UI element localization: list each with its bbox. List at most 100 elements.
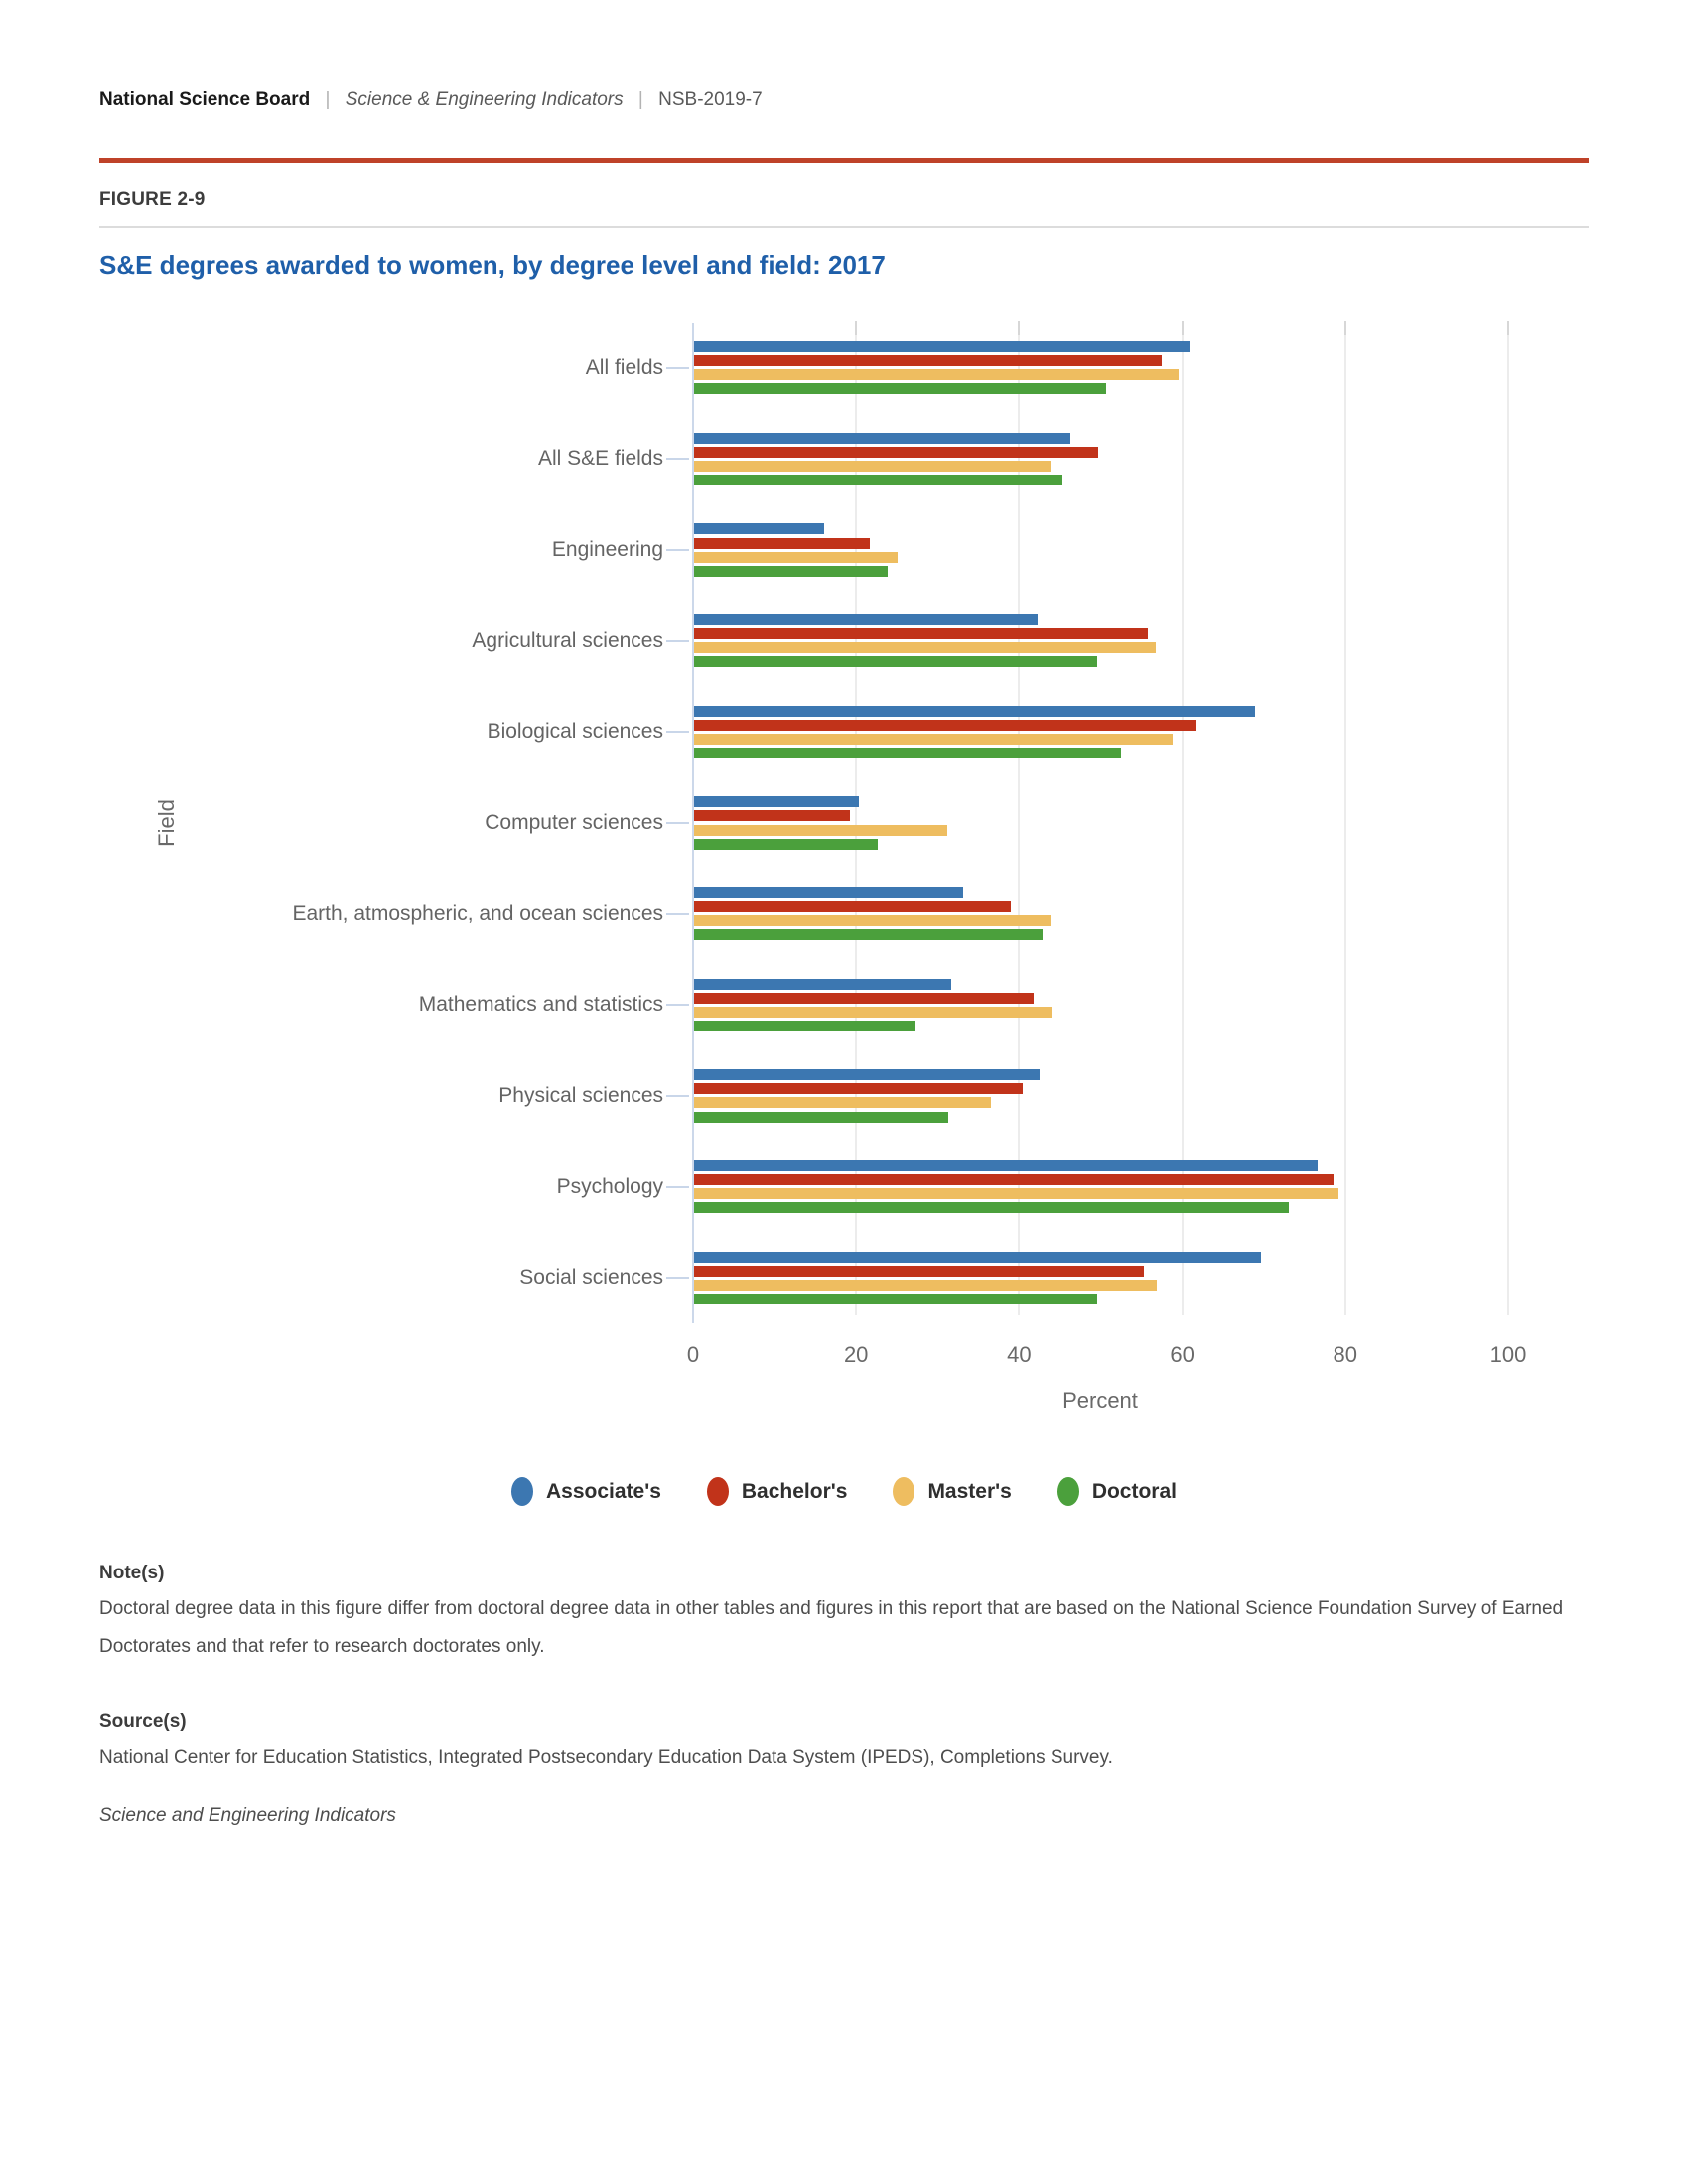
x-tick-label-0: 0 [686,1342,700,1367]
bar-bachelor-s-engineering[interactable] [694,537,870,549]
bar-doctoral-engineering[interactable] [694,565,889,577]
legend-item-doctoral[interactable]: Doctoral [1056,1477,1177,1506]
report-id: NSB-2019-7 [658,89,763,110]
figure-number-label: FIGURE 2-9 [99,189,206,209]
gridline-top-tick-80 [1343,321,1346,335]
bar-associate-s-computer-sciences[interactable] [694,796,859,808]
gridline-top-tick-100 [1507,321,1509,335]
bar-bachelor-s-computer-sciences[interactable] [694,810,850,822]
notes-body: Doctoral degree data in this figure diff… [99,1598,1564,1657]
sources-body: National Center for Education Statistics… [99,1747,1113,1768]
bar-master-s-earth-atmospheric-and-ocean-sciences[interactable] [694,915,1051,927]
category-label-social-sciences: Social sciences [519,1266,663,1290]
category-label-computer-sciences: Computer sciences [485,811,663,835]
bar-associate-s-earth-atmospheric-and-ocean-sciences[interactable] [694,887,963,898]
y-axis-line [692,323,694,1323]
bar-associate-s-physical-sciences[interactable] [694,1069,1041,1081]
x-tick-label-60: 60 [1170,1342,1195,1367]
bar-master-s-psychology[interactable] [694,1188,1338,1200]
gridline-100 [1507,323,1509,1315]
category-tick-all-s-e-fields [666,458,689,461]
bar-associate-s-engineering[interactable] [694,523,824,535]
legend-dot-bachelor-s-icon [706,1477,729,1506]
legend-item-associate-s[interactable]: Associate's [511,1477,661,1506]
bar-bachelor-s-physical-sciences[interactable] [694,1083,1023,1095]
brand-name: National Science Board [99,89,311,110]
bar-associate-s-all-fields[interactable] [694,341,1191,353]
bar-master-s-biological-sciences[interactable] [694,733,1173,745]
category-tick-mathematics-and-statistics [666,1004,689,1007]
x-tick-label-100: 100 [1489,1342,1527,1367]
bar-doctoral-agricultural-sciences[interactable] [694,656,1098,668]
gridline-top-tick-60 [1181,321,1184,335]
bar-doctoral-physical-sciences[interactable] [694,1111,949,1123]
figure-title: S&E degrees awarded to women, by degree … [99,250,886,280]
bar-master-s-all-fields[interactable] [694,369,1179,381]
legend-label-doctoral: Doctoral [1091,1479,1177,1503]
category-label-mathematics-and-statistics: Mathematics and statistics [418,993,663,1017]
legend-label-master-s: Master's [927,1479,1012,1503]
bar-associate-s-mathematics-and-statistics[interactable] [694,978,952,990]
gridline-80 [1343,323,1346,1315]
gray-divider-line [99,226,1589,228]
gridline-60 [1181,323,1184,1315]
bar-doctoral-earth-atmospheric-and-ocean-sciences[interactable] [694,929,1044,941]
category-label-physical-sciences: Physical sciences [498,1083,663,1107]
category-label-all-fields: All fields [585,355,663,379]
bar-bachelor-s-mathematics-and-statistics[interactable] [694,992,1035,1004]
gridline-top-tick-40 [1018,321,1021,335]
header-separator: | [637,89,643,110]
x-tick-label-20: 20 [843,1342,869,1367]
bar-doctoral-all-fields[interactable] [694,383,1107,395]
legend-item-bachelor-s[interactable]: Bachelor's [706,1477,848,1506]
bar-doctoral-computer-sciences[interactable] [694,838,878,850]
bar-doctoral-biological-sciences[interactable] [694,748,1122,759]
sources-heading: Source(s) [99,1711,187,1732]
legend-item-master-s[interactable]: Master's [893,1477,1012,1506]
category-tick-biological-sciences [666,731,689,734]
header-separator: | [325,89,331,110]
category-tick-agricultural-sciences [666,639,689,642]
legend-dot-associate-s-icon [511,1477,533,1506]
category-label-agricultural-sciences: Agricultural sciences [472,628,663,652]
bar-bachelor-s-agricultural-sciences[interactable] [694,628,1149,640]
bar-associate-s-psychology[interactable] [694,1160,1319,1171]
gridline-20 [855,323,858,1315]
bar-master-s-engineering[interactable] [694,551,899,563]
bar-associate-s-social-sciences[interactable] [694,1251,1262,1263]
bar-master-s-social-sciences[interactable] [694,1279,1157,1291]
bar-doctoral-all-s-e-fields[interactable] [694,475,1063,486]
category-tick-psychology [666,1185,689,1188]
x-tick-label-80: 80 [1333,1342,1358,1367]
gridline-top-tick-20 [855,321,858,335]
category-tick-earth-atmospheric-and-ocean-sciences [666,912,689,915]
bar-associate-s-agricultural-sciences[interactable] [694,614,1039,626]
bar-master-s-computer-sciences[interactable] [694,824,948,836]
bar-bachelor-s-biological-sciences[interactable] [694,719,1196,731]
bar-master-s-all-s-e-fields[interactable] [694,461,1051,472]
bar-bachelor-s-social-sciences[interactable] [694,1265,1145,1277]
bar-master-s-agricultural-sciences[interactable] [694,642,1156,654]
legend-label-associate-s: Associate's [546,1479,661,1503]
legend-dot-doctoral-icon [1056,1477,1079,1506]
bar-associate-s-biological-sciences[interactable] [694,705,1255,717]
bar-master-s-mathematics-and-statistics[interactable] [694,1006,1053,1018]
bar-master-s-physical-sciences[interactable] [694,1097,991,1109]
bar-doctoral-psychology[interactable] [694,1202,1289,1214]
publication-name: Science & Engineering Indicators [345,89,624,110]
legend-label-bachelor-s: Bachelor's [741,1479,848,1503]
bar-doctoral-social-sciences[interactable] [694,1293,1097,1304]
bar-bachelor-s-psychology[interactable] [694,1174,1334,1186]
bar-doctoral-mathematics-and-statistics[interactable] [694,1020,916,1031]
category-tick-computer-sciences [666,822,689,825]
bar-bachelor-s-all-s-e-fields[interactable] [694,446,1099,458]
bar-bachelor-s-all-fields[interactable] [694,355,1163,367]
bar-bachelor-s-earth-atmospheric-and-ocean-sciences[interactable] [694,901,1012,913]
category-tick-physical-sciences [666,1094,689,1097]
report-header: National Science Board | Science & Engin… [99,89,763,111]
chart-legend: Associate's Bachelor's Master's Doctoral [0,1477,1688,1506]
bar-associate-s-all-s-e-fields[interactable] [694,432,1071,444]
category-tick-engineering [666,549,689,552]
category-label-earth-atmospheric-and-ocean-sciences: Earth, atmospheric, and ocean sciences [292,901,663,925]
